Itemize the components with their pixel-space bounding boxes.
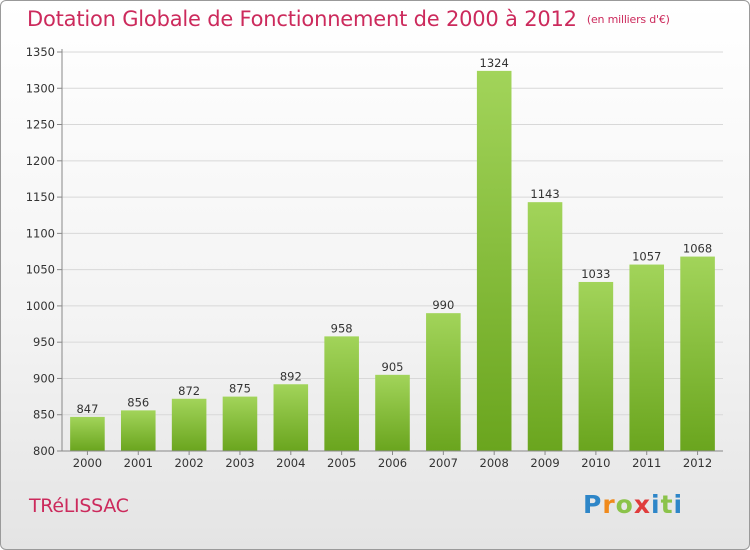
bar bbox=[222, 396, 258, 451]
x-tick-label: 2011 bbox=[632, 456, 661, 470]
bar-value-label: 1068 bbox=[683, 242, 712, 256]
x-tick-label: 2003 bbox=[225, 456, 254, 470]
bar-value-label: 875 bbox=[229, 382, 251, 396]
x-tick-label: 2000 bbox=[73, 456, 102, 470]
bar bbox=[273, 384, 309, 451]
x-tick-label: 2008 bbox=[480, 456, 509, 470]
y-tick-label: 1050 bbox=[26, 263, 55, 277]
y-tick-label: 1200 bbox=[26, 154, 55, 168]
bar bbox=[476, 70, 512, 451]
y-tick-label: 1350 bbox=[26, 45, 55, 59]
bar-value-label: 958 bbox=[331, 321, 353, 335]
bar bbox=[324, 336, 359, 451]
y-tick-label: 950 bbox=[33, 335, 55, 349]
bar bbox=[426, 313, 461, 451]
logo-letter: o bbox=[615, 490, 634, 519]
x-tick-label: 2010 bbox=[581, 456, 610, 470]
y-tick-label: 800 bbox=[33, 444, 55, 458]
bar-value-label: 1057 bbox=[632, 250, 661, 264]
commune-name: TRéLISSAC bbox=[29, 495, 129, 517]
bar-value-label: 1033 bbox=[581, 267, 610, 281]
value-labels: 847 856 872 875 892 958 905 990 1324 1143 1033 1057… bbox=[76, 56, 712, 416]
x-tick-label: 2007 bbox=[429, 456, 458, 470]
x-tick-label: 2004 bbox=[276, 456, 305, 470]
y-tick-label: 1100 bbox=[26, 226, 55, 240]
logo-letter: r bbox=[602, 490, 616, 519]
y-tick-label: 1300 bbox=[26, 81, 55, 95]
bar-value-label: 990 bbox=[432, 298, 454, 312]
y-tick-label: 900 bbox=[33, 371, 55, 385]
x-tick-label: 2006 bbox=[378, 456, 407, 470]
chart-title: Dotation Globale de Fonctionnement de 20… bbox=[27, 7, 670, 31]
bar bbox=[527, 202, 563, 451]
bar bbox=[629, 264, 665, 451]
bar-value-label: 892 bbox=[280, 369, 302, 383]
x-tick-label: 2009 bbox=[530, 456, 559, 470]
logo-letter: P bbox=[583, 490, 603, 519]
bar bbox=[70, 416, 105, 451]
x-tick-label: 2001 bbox=[124, 456, 153, 470]
proxiti-logo: Proxiti bbox=[583, 490, 683, 519]
axes: 800 850 900 950 1000 1050 1100 1150 1200 1250 1300… bbox=[26, 45, 723, 470]
bar-value-label: 1324 bbox=[480, 56, 509, 70]
logo-letter: x bbox=[633, 490, 651, 519]
y-tick-label: 1000 bbox=[26, 299, 55, 313]
bar bbox=[578, 281, 614, 451]
logo-letter: i bbox=[651, 490, 661, 519]
bar bbox=[680, 256, 715, 451]
logo-letter: t bbox=[660, 490, 674, 519]
chart-title-text: Dotation Globale de Fonctionnement de 20… bbox=[27, 7, 577, 31]
x-tick-label: 2002 bbox=[174, 456, 203, 470]
bar-value-label: 847 bbox=[76, 402, 98, 416]
bar-value-label: 856 bbox=[127, 395, 149, 409]
x-tick-label: 2005 bbox=[327, 456, 356, 470]
chart-subtitle: (en milliers d'€) bbox=[586, 13, 670, 26]
bar-value-label: 905 bbox=[382, 360, 404, 374]
bar bbox=[120, 410, 156, 451]
bar bbox=[375, 374, 410, 451]
bar-value-label: 872 bbox=[178, 384, 200, 398]
logo-letter: i bbox=[673, 490, 684, 519]
bar-value-label: 1143 bbox=[530, 187, 559, 201]
y-tick-label: 1250 bbox=[26, 118, 55, 132]
y-tick-label: 850 bbox=[33, 408, 55, 422]
bar bbox=[171, 398, 207, 451]
x-tick-label: 2012 bbox=[683, 456, 712, 470]
y-tick-label: 1150 bbox=[26, 190, 55, 204]
bars bbox=[70, 70, 715, 451]
